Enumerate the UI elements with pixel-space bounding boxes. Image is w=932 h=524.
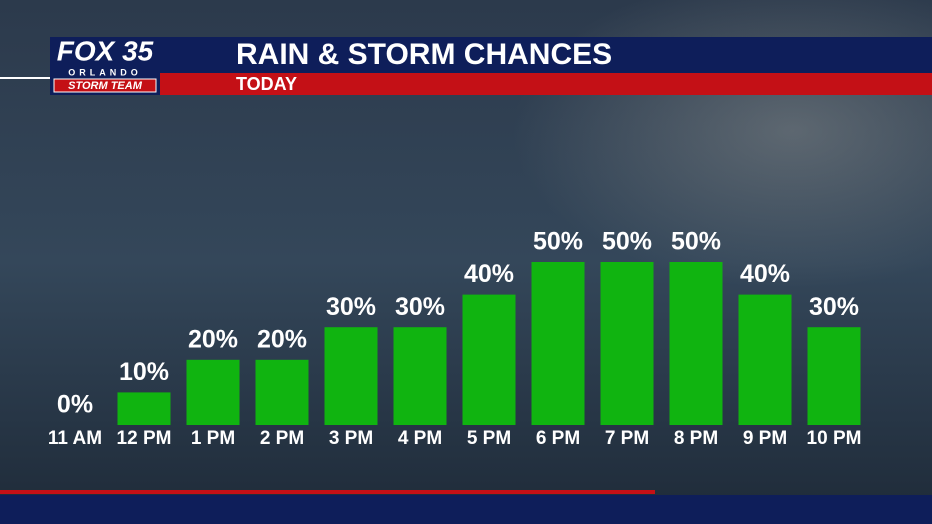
chart-subtitle: TODAY: [236, 74, 297, 94]
x-tick-label: 2 PM: [260, 428, 304, 449]
value-label: 20%: [257, 325, 307, 353]
value-label: 50%: [671, 228, 721, 256]
bar: [669, 262, 723, 425]
bar: [738, 294, 792, 425]
x-tick-label: 1 PM: [191, 428, 235, 449]
x-tick-label: 11 AM: [48, 428, 102, 449]
x-tick-label: 7 PM: [605, 428, 649, 449]
value-label: 20%: [188, 325, 238, 353]
x-tick-label: 10 PM: [807, 428, 862, 449]
logo-brand: FOX 35: [57, 35, 154, 66]
value-label: 40%: [464, 260, 514, 288]
title-bar: [160, 37, 932, 73]
x-tick-label: 9 PM: [743, 428, 787, 449]
value-label: 50%: [533, 228, 583, 256]
value-label: 10%: [119, 358, 169, 386]
bar: [531, 262, 585, 425]
x-tick-label: 4 PM: [398, 428, 442, 449]
value-label: 30%: [326, 293, 376, 321]
logo-team-box: [53, 78, 157, 93]
bar: [255, 359, 309, 425]
bar: [807, 327, 861, 425]
bar: [393, 327, 447, 425]
value-label: 50%: [602, 228, 652, 256]
chart-title: RAIN & STORM CHANCES: [236, 38, 612, 71]
x-tick-label: 5 PM: [467, 428, 511, 449]
bar: [186, 359, 240, 425]
value-label: 30%: [395, 293, 445, 321]
bar: [600, 262, 654, 425]
bar: [462, 294, 516, 425]
footer-bar: [0, 495, 932, 524]
x-tick-label: 6 PM: [536, 428, 580, 449]
bar: [324, 327, 378, 425]
x-tick-label: 12 PM: [117, 428, 172, 449]
bar: [117, 392, 171, 425]
value-label: 30%: [809, 293, 859, 321]
value-label: 0%: [57, 391, 93, 419]
value-label: 40%: [740, 260, 790, 288]
logo-city: ORLANDO: [68, 67, 142, 77]
subtitle-bar: [160, 73, 932, 95]
x-tick-label: 8 PM: [674, 428, 718, 449]
logo-team: STORM TEAM: [68, 80, 143, 92]
x-tick-label: 3 PM: [329, 428, 373, 449]
